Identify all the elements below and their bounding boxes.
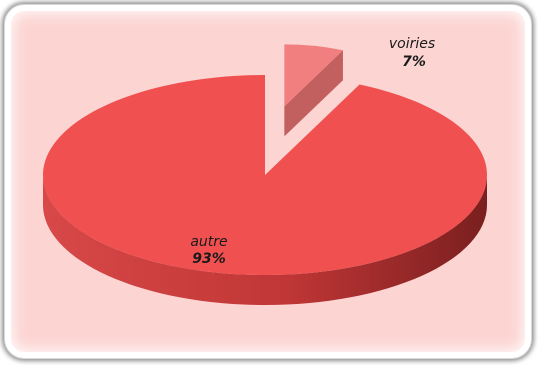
slice-label-autre: autre bbox=[190, 234, 227, 250]
slice-label-voiries: voiries bbox=[389, 36, 435, 52]
pie-slice-wall-voiries-1 bbox=[284, 50, 343, 137]
pie-slice-side-autre bbox=[43, 175, 487, 305]
slice-percent-autre: 93% bbox=[192, 251, 226, 267]
pie-slice-autre bbox=[43, 75, 488, 275]
slice-percent-voiries: 7% bbox=[402, 54, 426, 70]
pie-slice-voiries bbox=[284, 44, 343, 107]
